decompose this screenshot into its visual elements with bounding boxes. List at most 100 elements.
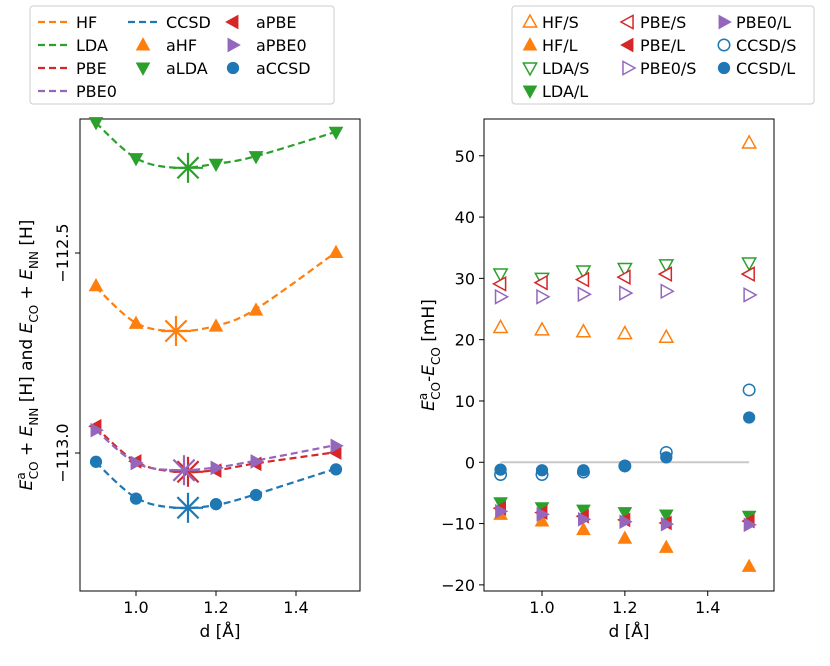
y-tick-label: 40 (455, 208, 475, 227)
legend-label-pbe0-l: PBE0/L (736, 13, 791, 32)
x-tick-label: 1.2 (612, 598, 637, 617)
axes-frame (483, 118, 775, 592)
marker-pbe-s (533, 274, 548, 291)
legend-marker-apbe0 (227, 37, 241, 53)
y-tick-label: 50 (455, 147, 475, 166)
minimum-star-ccsd (173, 492, 203, 523)
legend-label-pbe-l: PBE/L (640, 36, 685, 55)
y-tick-label: 30 (455, 269, 475, 288)
curve-hf (95, 251, 337, 333)
marker-pbe0-l (619, 514, 633, 530)
legend-frame (511, 5, 815, 105)
legend-label-lda-l: LDA/L (542, 82, 588, 101)
marker-alda (328, 126, 344, 141)
marker-alda (88, 117, 104, 131)
marker-pbe0-l (495, 503, 509, 519)
y-tick-label: 10 (455, 392, 475, 411)
x-tick-label: 1.4 (695, 598, 720, 617)
marker-hf-l (617, 530, 633, 544)
legend-marker-ahf (135, 37, 151, 51)
marker-hf-s (575, 323, 592, 338)
marker-ccsd-l (743, 411, 756, 424)
marker-ahf (128, 315, 144, 329)
marker-apbe0 (90, 422, 104, 438)
marker-pbe-s (492, 275, 507, 292)
legend-label-hf: HF (76, 13, 97, 32)
marker-pbe-s (574, 271, 590, 288)
marker-lda-s (492, 268, 509, 283)
legend-marker-hf-s (522, 13, 538, 28)
marker-pbe0-s (660, 283, 675, 300)
legend-marker-alda (135, 62, 151, 76)
legend-marker-lda-l (522, 85, 538, 99)
marker-hf-s (492, 318, 509, 334)
marker-pbe0-s (743, 287, 758, 303)
legend-marker-pbe-l (620, 37, 634, 53)
axes-frame (79, 118, 361, 592)
legend-marker-apbe (225, 14, 239, 30)
y-axis-label: EaCO-ECO [mH] (416, 299, 443, 411)
minimum-star-stroke (176, 156, 200, 180)
legend-marker-hf-l (522, 37, 538, 51)
marker-hf-l (741, 558, 757, 572)
marker-ccsd-l (494, 463, 507, 476)
legend-label-hf-s: HF/S (542, 13, 579, 32)
marker-ccsd-l (577, 464, 590, 477)
legend-marker-pbe-s (619, 14, 634, 30)
marker-pbe0-l (743, 517, 757, 533)
marker-ccsd-l (535, 464, 549, 477)
legend-marker-lda-s (522, 62, 538, 77)
marker-pbe0-l (577, 511, 592, 527)
marker-ahf (248, 302, 264, 316)
marker-lda-s (658, 259, 675, 274)
marker-ahf (208, 318, 224, 332)
marker-apbe0 (210, 460, 224, 476)
legend-marker-pbe0-l (718, 14, 732, 30)
x-tick-label: 1.0 (529, 598, 554, 617)
legend-frame (29, 5, 335, 105)
marker-lda-l (658, 509, 674, 523)
minimum-star-stroke (164, 319, 188, 343)
legend-label-accsd: aCCSD (256, 59, 311, 78)
legend-label-pbe0-s: PBE0/S (640, 59, 696, 78)
minimum-star-hf (161, 316, 191, 346)
marker-hf-s (658, 328, 675, 344)
marker-hf-l (658, 539, 674, 553)
marker-ahf (328, 244, 344, 259)
x-tick-label: 1.4 (283, 598, 308, 617)
legend-label-apbe0: aPBE0 (256, 36, 307, 55)
minimum-star-stroke (176, 460, 200, 484)
legend-marker-pbe0-s (622, 60, 637, 76)
legend-marker-ccsd-s (717, 38, 731, 52)
marker-pbe0-s (577, 286, 592, 303)
legend-label-ccsd-s: CCSD/S (736, 36, 796, 55)
legend-label-pbe-s: PBE/S (640, 13, 686, 32)
x-axis-label: d [Å] (199, 620, 240, 642)
marker-pbe0-l (536, 507, 550, 522)
marker-accsd (209, 498, 223, 511)
legend-label-lda-s: LDA/S (542, 59, 589, 78)
legend-label-hf-l: HF/L (542, 36, 578, 55)
legend-label-alda: aLDA (166, 59, 208, 78)
marker-apbe0 (130, 455, 144, 471)
legend-label-pbe: PBE (76, 59, 107, 78)
marker-accsd (129, 492, 143, 505)
legend-marker-accsd (226, 61, 240, 75)
right-panel: 1.0 1.2 1.4 d [Å] −20 −10 0 10 20 30 40 50 EaCO-ECO … (416, 5, 815, 642)
y-tick-label: −112.5 (53, 223, 72, 282)
marker-alda (248, 151, 264, 165)
marker-accsd (329, 463, 343, 476)
legend-label-apbe: aPBE (256, 13, 297, 32)
minimum-star-stroke (172, 458, 196, 482)
marker-ccsd-l (618, 459, 631, 473)
marker-apbe0 (250, 454, 264, 469)
y-tick-label: −10 (441, 515, 475, 534)
x-tick-label: 1.0 (123, 598, 148, 617)
legend-label-lda: LDA (76, 36, 108, 55)
marker-hf-l (576, 521, 591, 536)
minimum-star-pbe (173, 456, 203, 487)
marker-hf-s (616, 324, 633, 340)
marker-pbe-s (657, 266, 673, 283)
marker-lda-l (617, 507, 633, 521)
marker-apbe0 (330, 438, 344, 454)
